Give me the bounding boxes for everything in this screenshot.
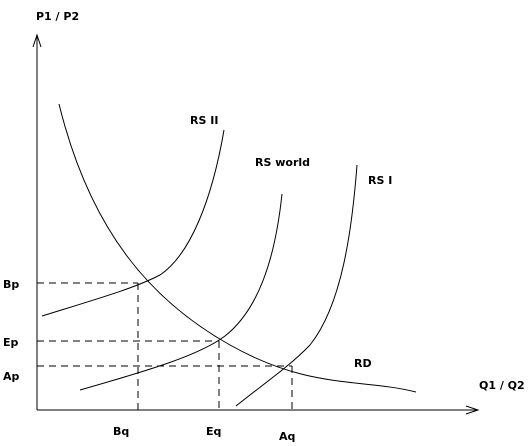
curves [41, 103, 417, 407]
x-axis-label: Q1 / Q2 [479, 379, 525, 392]
rs-ii-label: RS II [190, 114, 218, 127]
rd-label: RD [354, 357, 372, 370]
ep-label: Ep [3, 336, 19, 349]
rs-i-curve [235, 164, 358, 407]
rs-world-label: RS world [255, 156, 310, 169]
guide-lines [37, 282, 293, 410]
axes [32, 33, 480, 415]
rs-ii-curve [41, 129, 225, 317]
aq-label: Aq [279, 430, 295, 443]
ap-label: Ap [3, 370, 20, 383]
rd-curve [58, 103, 417, 393]
bq-label: Bq [113, 425, 129, 438]
rs-world-curve [79, 193, 283, 391]
y-axis-label: P1 / P2 [36, 10, 79, 23]
x-axis-arrow [465, 405, 480, 415]
bp-label: Bp [3, 278, 19, 291]
rs-i-label: RS I [368, 174, 392, 187]
y-axis-arrow [32, 33, 42, 48]
eq-label: Eq [206, 425, 221, 438]
